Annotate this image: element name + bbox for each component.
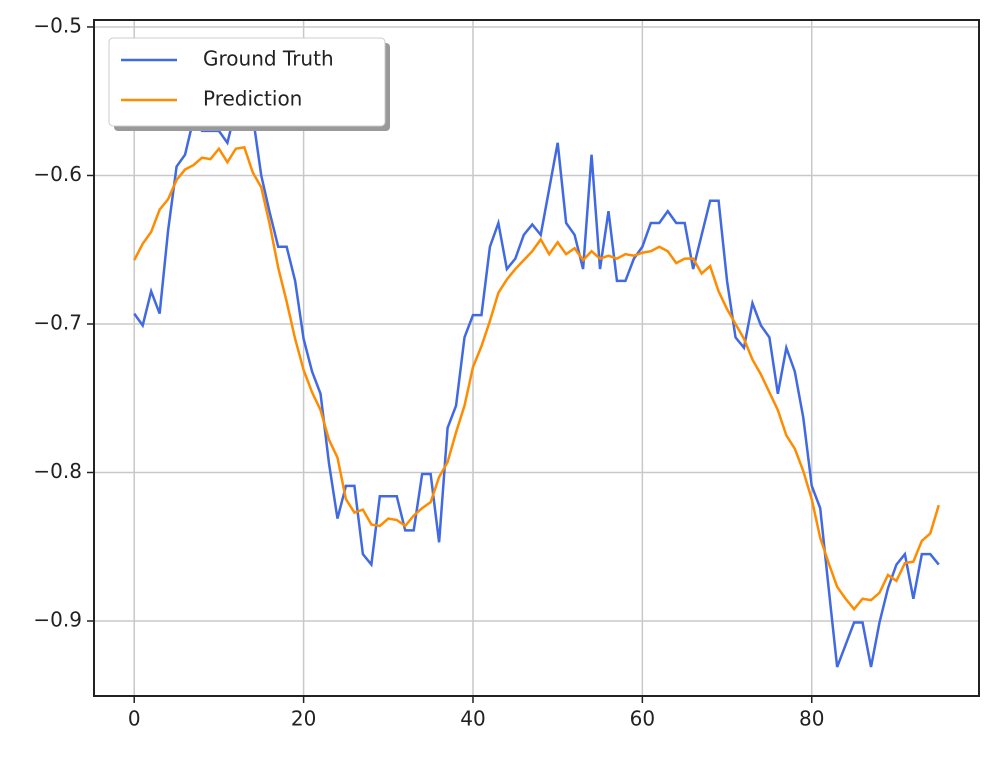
y-tick-label: −0.7 xyxy=(33,310,82,334)
line-series xyxy=(133,145,940,612)
x-tick-label: 0 xyxy=(128,707,141,731)
legend-label: Ground Truth xyxy=(203,47,334,71)
line-series xyxy=(133,107,940,668)
y-tick-label: −0.8 xyxy=(33,459,82,483)
y-tick-label: −0.9 xyxy=(33,608,82,632)
legend-label: Prediction xyxy=(203,87,302,111)
y-tick-label: −0.5 xyxy=(33,13,82,37)
x-tick-label: 80 xyxy=(799,707,824,731)
y-tick-label: −0.6 xyxy=(33,162,82,186)
legend xyxy=(108,37,386,127)
x-tick-label: 60 xyxy=(630,707,655,731)
x-tick-label: 40 xyxy=(460,707,485,731)
plot-frame xyxy=(93,19,980,697)
x-tick-label: 20 xyxy=(291,707,316,731)
